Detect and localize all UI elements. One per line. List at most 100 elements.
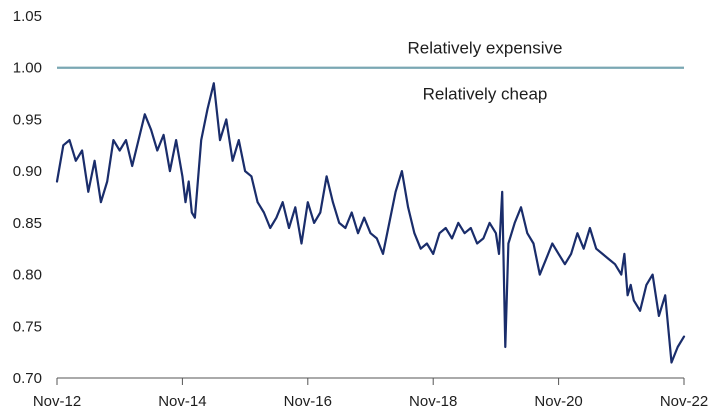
data-point — [200, 139, 202, 141]
data-point — [313, 222, 315, 224]
data-point — [257, 201, 259, 203]
series-line — [55, 82, 686, 364]
data-point — [62, 144, 64, 146]
data-point — [184, 201, 187, 203]
data-point — [250, 175, 252, 177]
data-point — [137, 139, 140, 141]
data-point — [498, 253, 500, 255]
y-tick-label: 0.80 — [13, 267, 42, 284]
y-tick-label: 0.90 — [13, 163, 42, 180]
data-point — [206, 108, 209, 110]
data-point — [551, 242, 553, 245]
data-point — [169, 170, 171, 172]
data-point — [426, 242, 428, 245]
data-point — [504, 346, 506, 348]
data-point — [194, 217, 196, 219]
data-point — [420, 248, 422, 250]
annotation-relatively-expensive: Relatively expensive — [408, 39, 563, 58]
data-point — [489, 222, 491, 224]
data-point — [106, 180, 108, 183]
data-point — [645, 284, 647, 286]
y-tick-label: 0.75 — [13, 318, 42, 335]
x-tick-label: Nov-14 — [158, 393, 206, 410]
data-point — [658, 315, 660, 317]
data-point — [175, 139, 177, 141]
data-point — [445, 227, 447, 229]
data-point — [539, 273, 541, 276]
y-tick-label: 0.95 — [13, 111, 42, 128]
data-point — [269, 227, 271, 229]
data-point — [532, 242, 535, 245]
y-tick-label: 1.00 — [13, 60, 42, 77]
data-point — [401, 170, 403, 172]
data-point — [451, 237, 453, 239]
data-point — [476, 242, 478, 245]
data-point — [94, 160, 96, 162]
data-point — [282, 201, 284, 203]
data-point — [307, 201, 309, 203]
data-point — [463, 232, 466, 234]
x-tick-label: Nov-22 — [660, 393, 708, 410]
data-point — [119, 149, 121, 152]
data-point — [81, 149, 83, 152]
data-point — [626, 294, 629, 296]
data-point — [623, 253, 626, 255]
data-point — [495, 232, 497, 234]
x-tick-label: Nov-18 — [409, 393, 457, 410]
data-point — [376, 237, 378, 239]
data-point — [558, 253, 560, 255]
data-point — [620, 273, 622, 276]
x-tick-label: Nov-12 — [33, 393, 81, 410]
data-point — [150, 129, 152, 131]
data-point — [664, 294, 666, 296]
data-point — [601, 253, 604, 255]
data-point — [300, 242, 303, 245]
data-point — [100, 201, 102, 203]
data-point — [633, 299, 635, 302]
data-point — [583, 248, 585, 250]
data-point — [188, 180, 190, 183]
data-point — [507, 242, 510, 245]
y-tick-label: 0.85 — [13, 215, 42, 232]
data-point — [564, 263, 566, 265]
data-point — [332, 201, 334, 203]
data-point — [219, 139, 221, 141]
x-tick-label: Nov-16 — [284, 393, 332, 410]
data-point — [263, 211, 265, 214]
data-point — [482, 237, 484, 239]
data-point — [639, 310, 641, 312]
data-point — [369, 232, 372, 234]
data-point — [338, 222, 340, 224]
x-tick-label: Nov-20 — [534, 393, 582, 410]
data-point — [407, 206, 409, 208]
data-point — [576, 232, 579, 234]
data-point — [87, 191, 89, 193]
data-point — [545, 258, 547, 260]
data-point — [608, 258, 610, 260]
data-point — [75, 160, 77, 162]
data-point — [630, 284, 632, 286]
data-point — [294, 206, 296, 208]
data-point — [162, 134, 165, 136]
y-tick-label: 1.05 — [13, 8, 42, 25]
data-point — [677, 346, 679, 348]
data-point — [520, 206, 522, 208]
data-point — [514, 222, 516, 224]
data-point — [388, 222, 390, 224]
data-point — [131, 165, 133, 167]
data-point — [225, 118, 227, 121]
data-point — [470, 227, 472, 229]
data-point — [501, 191, 503, 193]
data-point — [156, 149, 158, 152]
data-point — [432, 253, 434, 255]
x-axis: Nov-12 Nov-14 Nov-16 Nov-18 Nov-20 Nov-22 — [33, 377, 708, 410]
data-point — [275, 217, 278, 219]
data-point — [288, 227, 290, 229]
data-point — [319, 211, 321, 214]
data-point — [244, 170, 246, 172]
data-point — [363, 217, 365, 219]
data-point — [570, 253, 572, 255]
data-point — [344, 227, 347, 229]
